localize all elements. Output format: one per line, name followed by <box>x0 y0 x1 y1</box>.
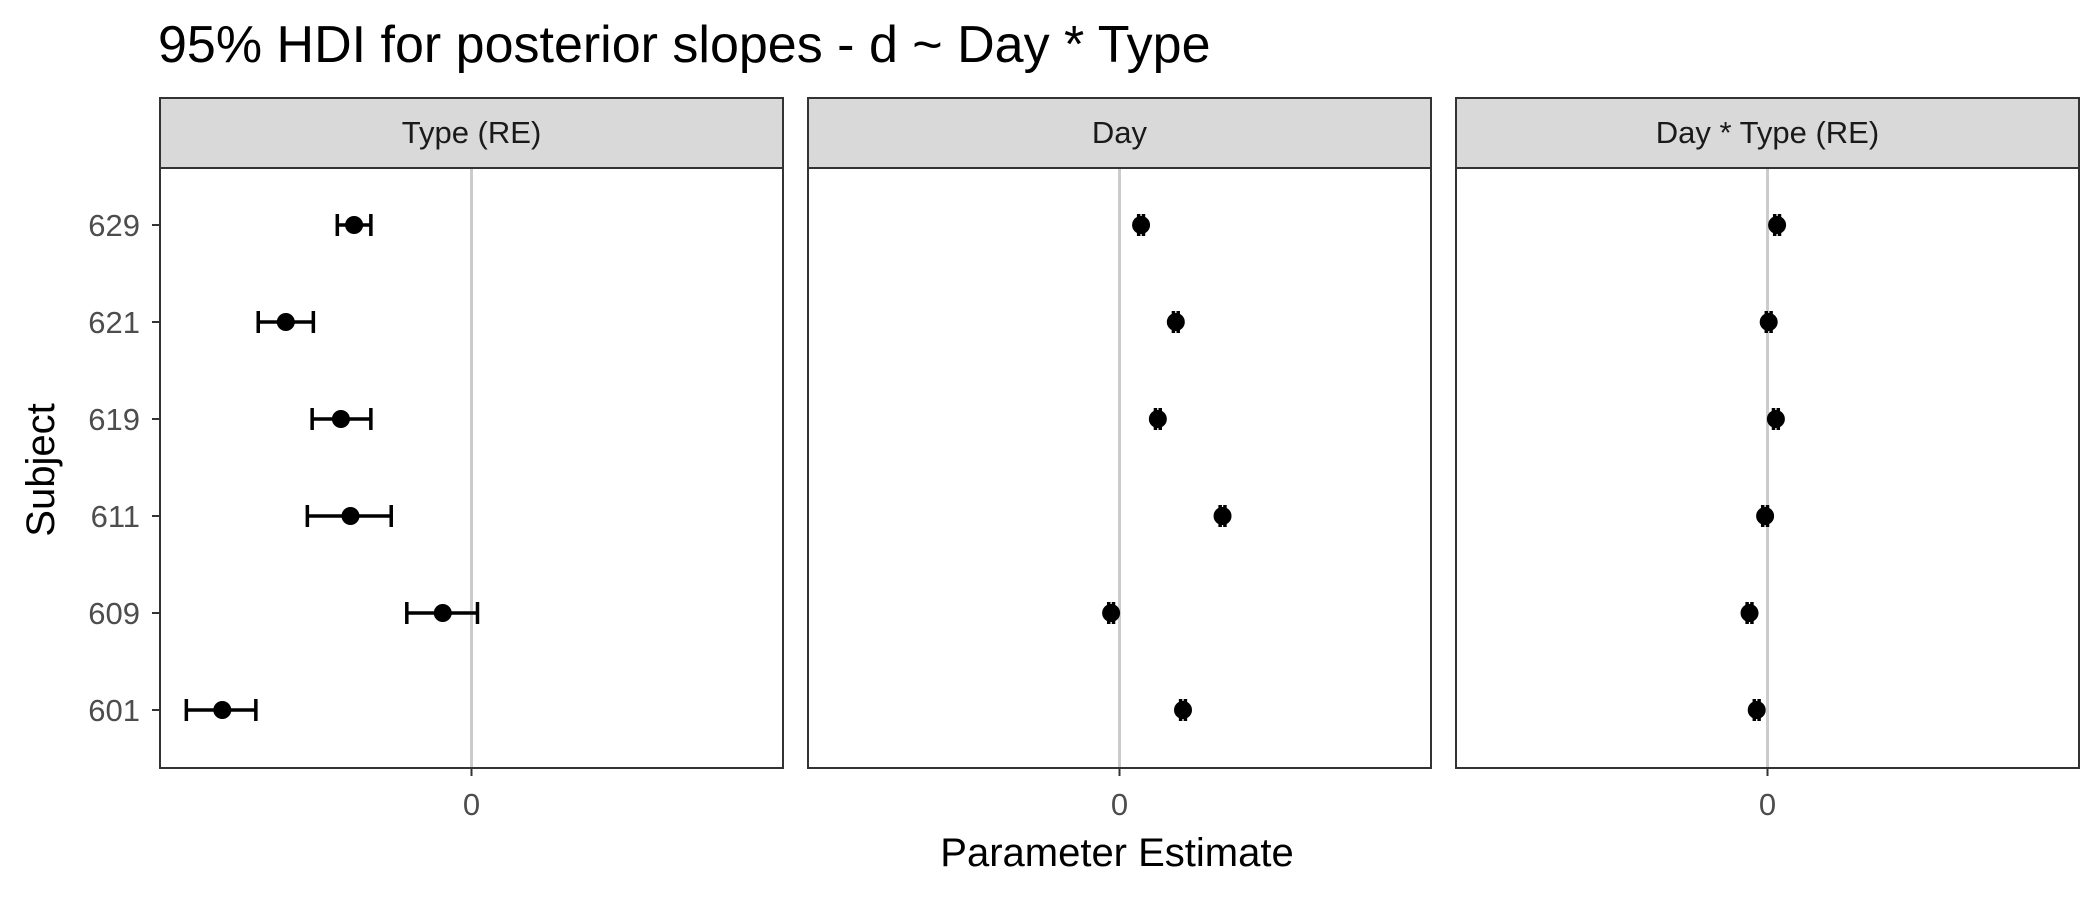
y-axis-title: Subject <box>19 403 63 536</box>
hdi-interval <box>405 602 480 624</box>
point-estimate <box>1148 410 1167 428</box>
point-estimate <box>1102 604 1121 622</box>
x-tick-label: 0 <box>1759 787 1776 822</box>
hdi-interval <box>1166 311 1185 333</box>
point-estimate <box>1166 313 1185 331</box>
x-tick-label: 0 <box>1111 787 1128 822</box>
point-estimate <box>331 410 350 428</box>
point-estimate <box>345 216 364 234</box>
hdi-interval <box>256 311 316 333</box>
hdi-interval <box>310 408 373 430</box>
point-estimate <box>1213 507 1232 525</box>
facet-panel: Type (RE) 0 <box>159 97 784 822</box>
y-tick-label: 609 <box>88 596 140 631</box>
y-tick-label: 601 <box>88 693 140 728</box>
x-axis-title: Parameter Estimate <box>940 831 1293 875</box>
facet-strip <box>159 97 784 169</box>
hdi-interval <box>335 214 373 236</box>
facet-panel: Day * Type (RE) 0 <box>1455 97 2080 822</box>
hdi-interval <box>1768 214 1787 236</box>
hdi-interval <box>184 699 258 721</box>
point-estimate <box>213 701 232 719</box>
point-estimate <box>276 313 295 331</box>
hdi-interval <box>305 505 393 527</box>
facet-panel: Day 0 <box>807 97 1432 822</box>
point-estimate <box>1740 604 1759 622</box>
hdi-interval <box>1102 602 1121 624</box>
y-tick-label: 621 <box>88 305 140 340</box>
hdi-interval <box>1213 505 1232 527</box>
hdi-interval <box>1132 214 1151 236</box>
point-estimate <box>1747 701 1766 719</box>
facet-strip-label: Day * Type (RE) <box>1656 115 1879 150</box>
facet-strip-label: Type (RE) <box>402 115 542 150</box>
hdi-interval <box>1759 311 1778 333</box>
hdi-interval <box>1740 602 1759 624</box>
hdi-interval <box>1756 505 1775 527</box>
point-estimate <box>341 507 360 525</box>
hdi-interval <box>1173 699 1192 721</box>
point-estimate <box>1768 216 1787 234</box>
hdi-interval <box>1766 408 1785 430</box>
point-estimate <box>1759 313 1778 331</box>
chart-title: 95% HDI for posterior slopes - d ~ Day *… <box>158 16 1211 74</box>
hdi-interval <box>1148 408 1167 430</box>
y-axis: 629 621 619 611 609 601 <box>88 208 160 728</box>
hdi-interval <box>1747 699 1766 721</box>
point-estimate <box>1132 216 1151 234</box>
point-estimate <box>1766 410 1785 428</box>
y-tick-label: 629 <box>88 208 140 243</box>
facet-strip-label: Day <box>1092 115 1148 150</box>
point-estimate <box>1173 701 1192 719</box>
x-tick-label: 0 <box>463 787 480 822</box>
facet-strip <box>807 97 1432 169</box>
point-estimate <box>433 604 452 622</box>
point-estimate <box>1756 507 1775 525</box>
y-tick-label: 619 <box>88 402 140 437</box>
y-tick-label: 611 <box>91 499 140 534</box>
facet-panels: Type (RE) 0 Day 0 Day * Type (RE) 0 <box>159 97 2080 822</box>
